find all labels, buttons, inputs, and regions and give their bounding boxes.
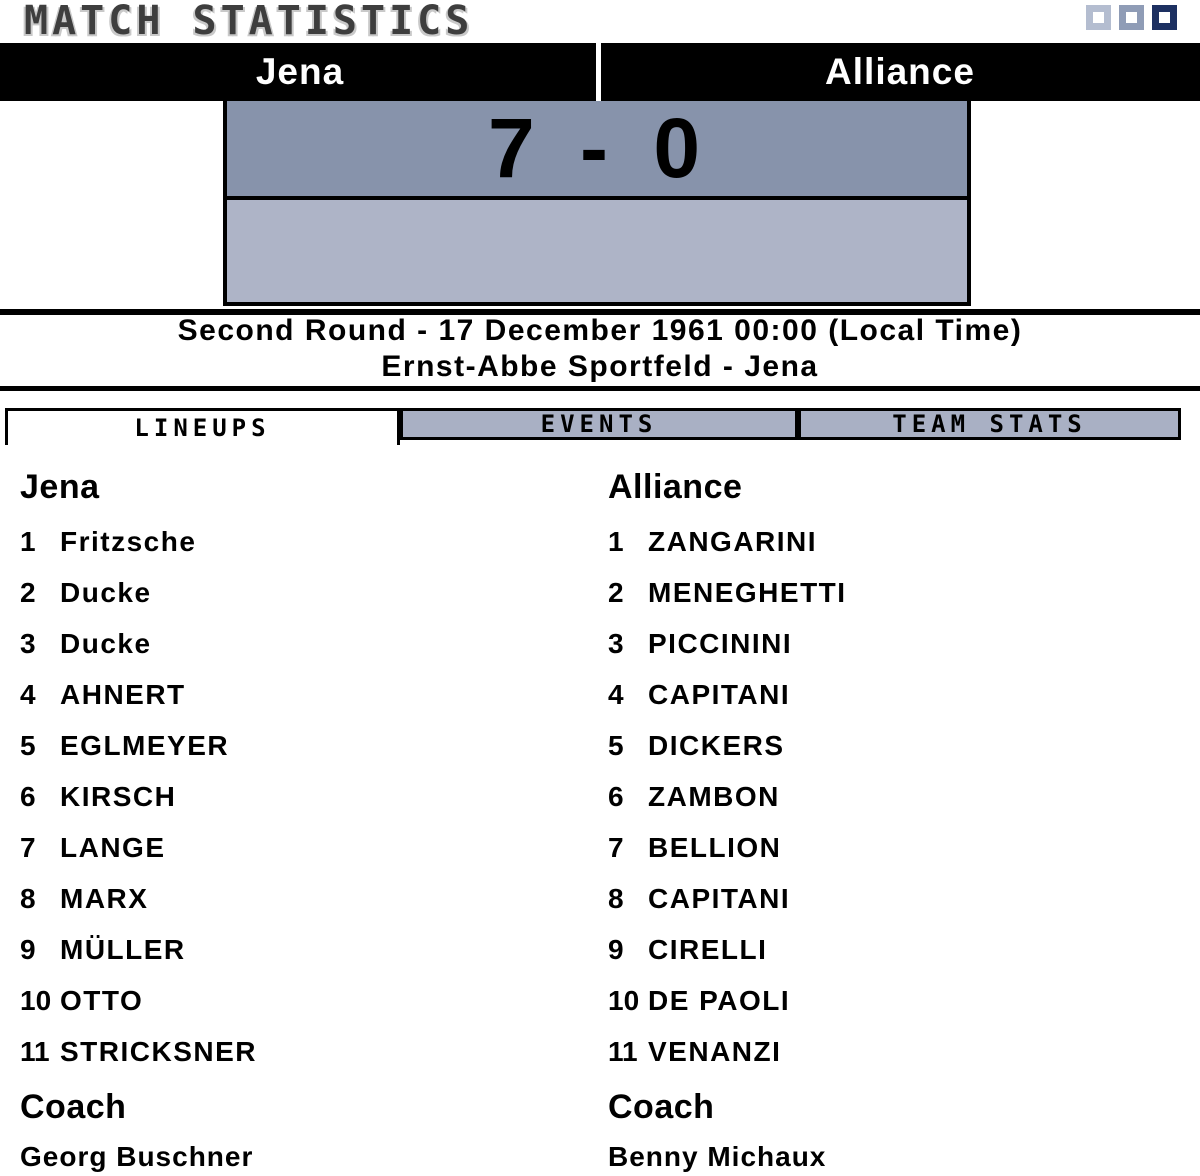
player-number: 2 bbox=[608, 576, 624, 608]
away-player-list: 1 ZANGARINI 2 MENEGHETTI 3 PICCININI 4 CAPITANI… bbox=[608, 516, 1168, 1077]
home-lineup-column: Jena 1 Fritzsche 2 Ducke 3 Ducke 4 AHNERT 5 EGLME… bbox=[20, 466, 580, 1176]
team-divider bbox=[596, 43, 601, 104]
score-box: 7 - 0 bbox=[223, 101, 971, 306]
player-number: 1 bbox=[20, 525, 36, 557]
player-number: 7 bbox=[608, 831, 624, 863]
tab-lineups[interactable]: LINEUPS bbox=[5, 408, 400, 445]
player-number: 1 bbox=[608, 525, 624, 557]
lineup-row: 4 CAPITANI bbox=[608, 669, 1168, 720]
home-player-list: 1 Fritzsche 2 Ducke 3 Ducke 4 AHNERT 5 EGLMEYER 6 K… bbox=[20, 516, 580, 1077]
lineup-row: 6 KIRSCH bbox=[20, 771, 580, 822]
lineup-row: 2 Ducke bbox=[20, 567, 580, 618]
lineup-row: 8 MARX bbox=[20, 873, 580, 924]
lineup-row: 3 Ducke bbox=[20, 618, 580, 669]
player-number: 6 bbox=[608, 780, 624, 812]
player-name: EGLMEYER bbox=[60, 729, 230, 761]
player-name: KIRSCH bbox=[60, 780, 177, 812]
away-lineup-heading: Alliance bbox=[608, 468, 743, 506]
player-name: DE PAOLI bbox=[648, 984, 791, 1016]
horizontal-rule-bottom bbox=[0, 386, 1200, 391]
player-number: 5 bbox=[608, 729, 624, 761]
team-header-bar: Jena Alliance bbox=[0, 43, 1200, 104]
lineup-row: 8 CAPITANI bbox=[608, 873, 1168, 924]
lineup-row: 9 MÜLLER bbox=[20, 924, 580, 975]
lineup-row: 7 BELLION bbox=[608, 822, 1168, 873]
player-name: ZANGARINI bbox=[648, 525, 818, 557]
player-number: 10 bbox=[20, 984, 52, 1016]
player-number: 10 bbox=[608, 984, 640, 1016]
lineup-row: 3 PICCININI bbox=[608, 618, 1168, 669]
player-name: ZAMBON bbox=[648, 780, 780, 812]
player-name: Ducke bbox=[60, 576, 152, 608]
score-box-lower-panel bbox=[227, 200, 967, 306]
lineup-row: 2 MENEGHETTI bbox=[608, 567, 1168, 618]
home-coach-heading: Coach bbox=[20, 1088, 127, 1126]
player-number: 7 bbox=[20, 831, 36, 863]
player-number: 5 bbox=[20, 729, 36, 761]
player-name: MARX bbox=[60, 882, 149, 914]
away-lineup-column: Alliance 1 ZANGARINI 2 MENEGHETTI 3 PICCININI… bbox=[608, 466, 1168, 1176]
player-number: 11 bbox=[608, 1035, 638, 1067]
player-number: 3 bbox=[20, 627, 36, 659]
home-lineup-heading: Jena bbox=[20, 468, 100, 506]
horizontal-rule-top bbox=[0, 309, 1200, 315]
lineup-row: 10 OTTO bbox=[20, 975, 580, 1026]
player-number: 11 bbox=[20, 1035, 50, 1067]
player-name: Fritzsche bbox=[60, 525, 197, 557]
lineup-row: 1 Fritzsche bbox=[20, 516, 580, 567]
score-display: 7 - 0 bbox=[227, 101, 967, 200]
player-number: 4 bbox=[20, 678, 36, 710]
window-square-icon[interactable] bbox=[1152, 5, 1177, 30]
player-number: 6 bbox=[20, 780, 36, 812]
window-square-icon[interactable] bbox=[1086, 5, 1111, 30]
player-name: CAPITANI bbox=[648, 678, 791, 710]
away-team-name: Alliance bbox=[825, 51, 975, 92]
lineup-row: 5 EGLMEYER bbox=[20, 720, 580, 771]
player-number: 4 bbox=[608, 678, 624, 710]
player-name: MENEGHETTI bbox=[648, 576, 847, 608]
lineup-row: 11 VENANZI bbox=[608, 1026, 1168, 1077]
page-title: MATCH STATISTICS bbox=[24, 0, 474, 44]
away-coach-name: Benny Michaux bbox=[608, 1141, 827, 1172]
lineup-row: 5 DICKERS bbox=[608, 720, 1168, 771]
home-coach-name: Georg Buschner bbox=[20, 1141, 254, 1172]
player-name: STRICKSNER bbox=[60, 1035, 258, 1067]
tab-events[interactable]: EVENTS bbox=[400, 408, 798, 440]
player-number: 2 bbox=[20, 576, 36, 608]
round-and-date: Second Round - 17 December 1961 00:00 (L… bbox=[177, 314, 1023, 347]
window-square-icon[interactable] bbox=[1119, 5, 1144, 30]
player-name: DICKERS bbox=[648, 729, 785, 761]
player-number: 3 bbox=[608, 627, 624, 659]
player-name: CAPITANI bbox=[648, 882, 791, 914]
player-name: VENANZI bbox=[648, 1035, 782, 1067]
lineup-row: 11 STRICKSNER bbox=[20, 1026, 580, 1077]
lineup-row: 9 CIRELLI bbox=[608, 924, 1168, 975]
tab-team-stats[interactable]: TEAM STATS bbox=[798, 408, 1181, 440]
player-number: 9 bbox=[608, 933, 624, 965]
lineup-row: 4 AHNERT bbox=[20, 669, 580, 720]
lineup-row: 7 LANGE bbox=[20, 822, 580, 873]
venue: Ernst-Abbe Sportfeld - Jena bbox=[381, 350, 819, 383]
player-name: AHNERT bbox=[60, 678, 186, 710]
lineup-row: 1 ZANGARINI bbox=[608, 516, 1168, 567]
player-name: PICCININI bbox=[648, 627, 793, 659]
player-name: MÜLLER bbox=[60, 933, 186, 965]
window-controls bbox=[1086, 5, 1177, 30]
player-name: Ducke bbox=[60, 627, 152, 659]
lineup-row: 10 DE PAOLI bbox=[608, 975, 1168, 1026]
lineup-row: 6 ZAMBON bbox=[608, 771, 1168, 822]
player-number: 8 bbox=[608, 882, 624, 914]
player-name: OTTO bbox=[60, 984, 144, 1016]
player-name: CIRELLI bbox=[648, 933, 768, 965]
home-team-name: Jena bbox=[255, 51, 345, 92]
player-name: BELLION bbox=[648, 831, 782, 863]
player-number: 9 bbox=[20, 933, 36, 965]
player-name: LANGE bbox=[60, 831, 166, 863]
away-coach-heading: Coach bbox=[608, 1088, 715, 1126]
player-number: 8 bbox=[20, 882, 36, 914]
